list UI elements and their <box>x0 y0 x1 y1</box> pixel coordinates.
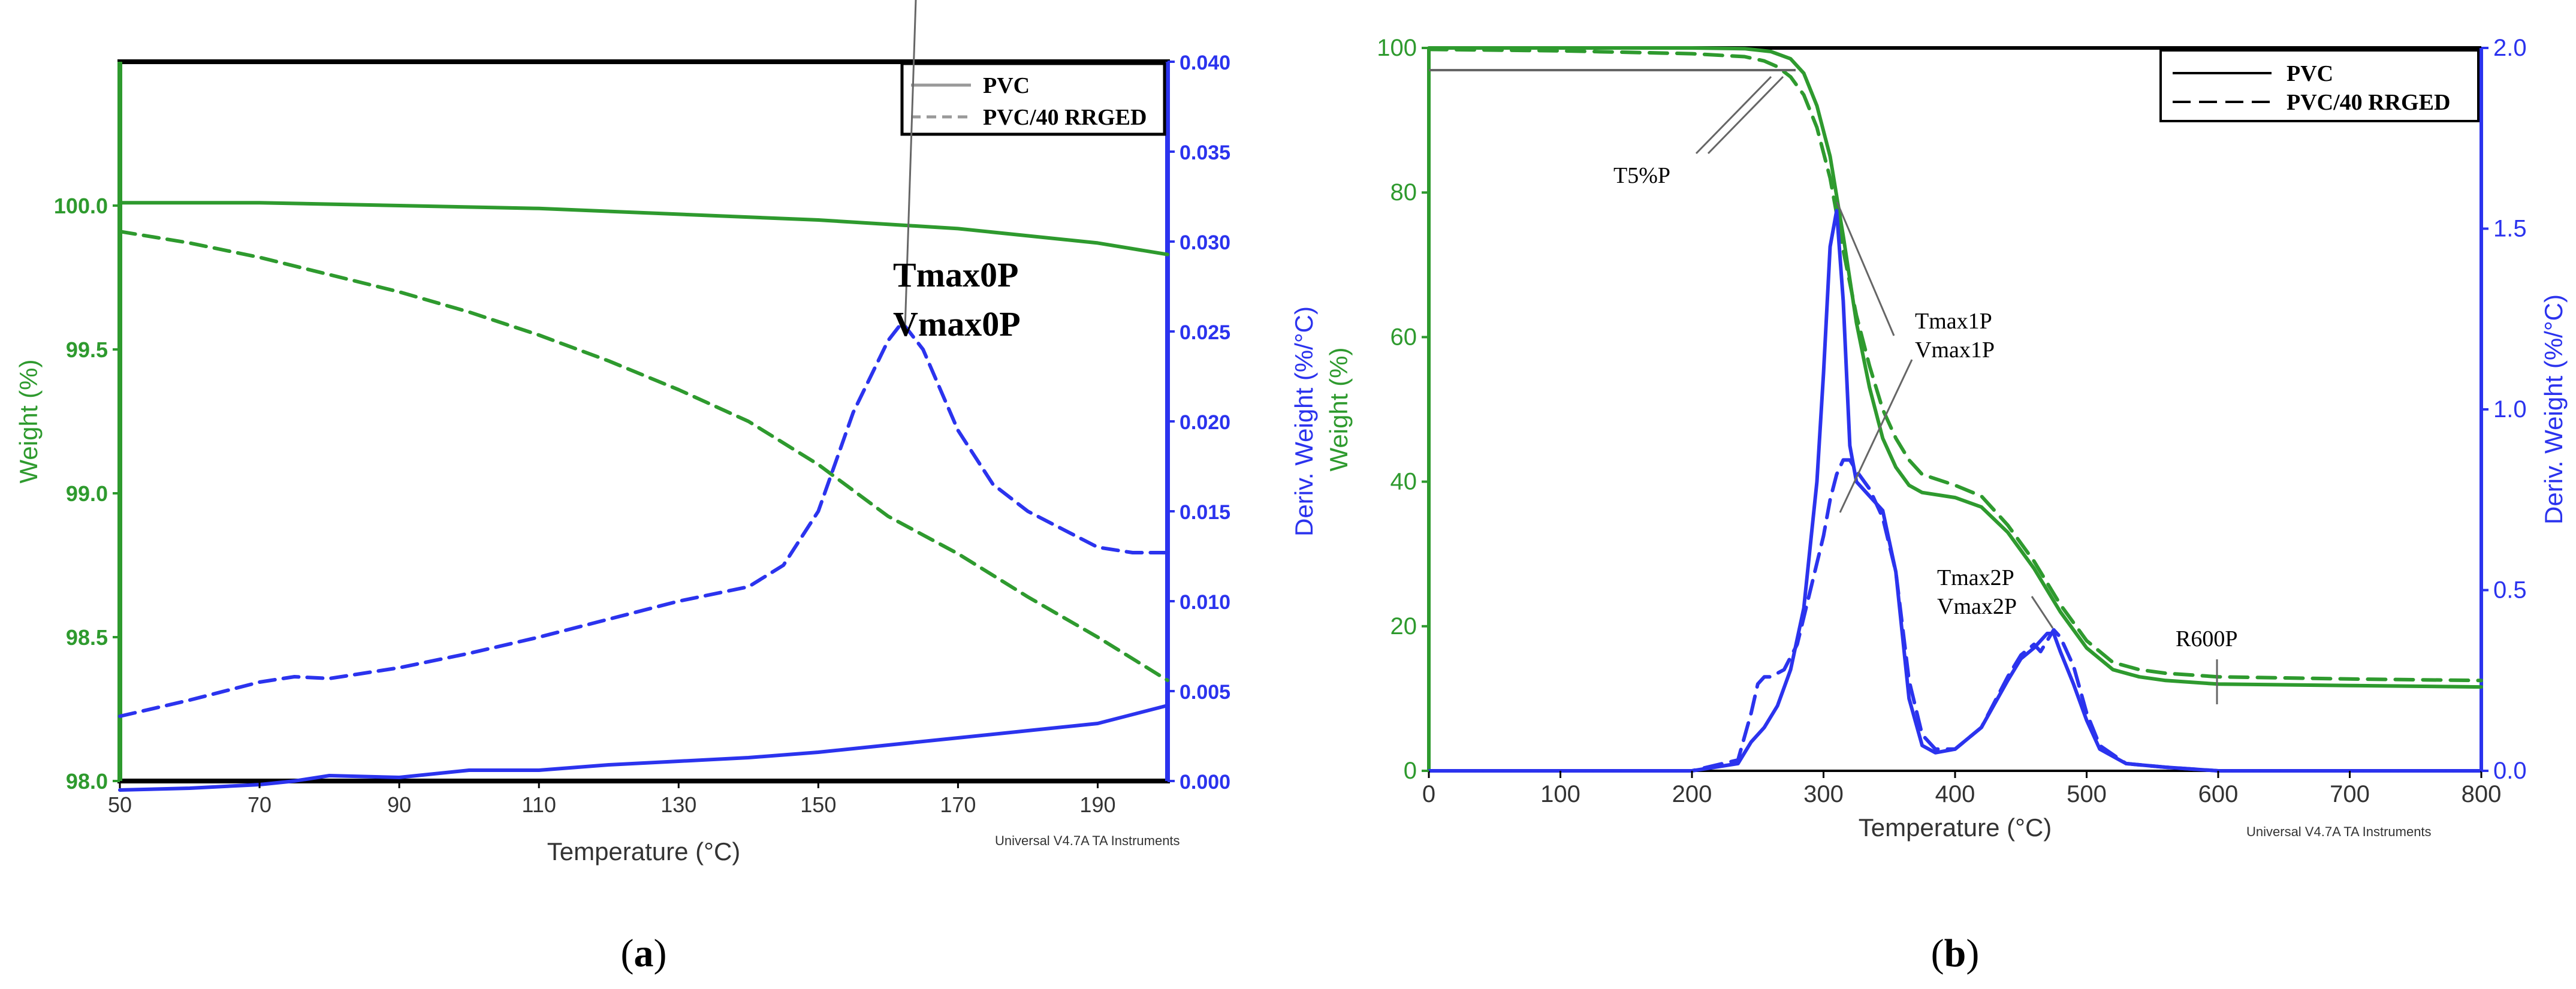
x-tick-label: 700 <box>2330 781 2370 807</box>
svg-text:(a): (a) <box>621 931 667 975</box>
legend: PVC PVC/40 RRGED <box>900 62 1166 136</box>
legend: PVC PVC/40 RRGED <box>2159 49 2480 122</box>
y-left-tick-label: 0 <box>1404 758 1417 784</box>
series-line-weight-pvc-40-rrged <box>118 230 1169 682</box>
series-line-deriv-pvc <box>118 704 1169 792</box>
annotation-tmax0p: Tmax0P Vmax0P <box>893 0 1021 343</box>
annotation-leader <box>2031 596 2054 629</box>
y-right-tick-label: 0.015 <box>1180 501 1230 524</box>
y-right-tick-label: 0.000 <box>1180 771 1230 794</box>
annotation-leader <box>904 0 917 329</box>
y-left-tick-label: 98.0 <box>66 769 108 794</box>
x-tick-label: 50 <box>108 792 132 817</box>
legend-label-pvc40: PVC/40 RRGED <box>2287 90 2450 115</box>
panel-label-letter: a <box>634 931 654 975</box>
annotation-r600p: R600P <box>2176 626 2237 704</box>
annotation-tmax2p-line1: Tmax2P <box>1937 565 2014 590</box>
y-axis-title-right: Deriv. Weight (%/°C) <box>1290 306 1318 536</box>
series-line-weight-pvc-40-rrged <box>1427 47 2483 683</box>
legend-label-pvc: PVC <box>983 73 1030 98</box>
legend-box <box>900 62 1166 136</box>
annotation-leader <box>1707 76 1784 155</box>
x-tick-label: 0 <box>1422 781 1435 807</box>
y-axis-title-right: Deriv. Weight (%/°C) <box>2539 294 2568 524</box>
y-left-tick-label: 99.0 <box>66 481 108 506</box>
x-axis-title: Temperature (°C) <box>547 837 741 866</box>
annotation-t5p-label: T5%P <box>1613 163 1670 188</box>
annotation-t5p: T5%P <box>1429 69 1796 188</box>
x-tick-label: 130 <box>660 792 696 817</box>
chart-panel-b: 0 100 200 300 400 500 600 700 800 0 20 40 60 80 100 0.0… <box>1325 35 2568 975</box>
annotation-leader <box>1836 201 1895 336</box>
x-tick-label: 110 <box>521 792 556 817</box>
y-left-tick-label: 40 <box>1390 469 1417 495</box>
x-tick-label: 800 <box>2462 781 2502 807</box>
series-line-deriv-pvc-40-rrged <box>118 321 1169 718</box>
x-tick-label: 600 <box>2198 781 2239 807</box>
plot-frame <box>117 59 1170 783</box>
annotation-tmax1p-line2: Vmax1P <box>1915 337 1995 363</box>
y-left-tick-label: 100.0 <box>54 194 108 218</box>
annotation-r600p-label: R600P <box>2176 626 2237 652</box>
chart-panel-a: 50 70 90 110 130 150 170 190 98.0 98.5 99.0 99.5 100… <box>14 0 1318 975</box>
y-right-tick-label: 0.5 <box>2493 577 2527 604</box>
x-axis-title: Temperature (°C) <box>1859 813 2052 842</box>
x-tick-label: 150 <box>800 792 836 817</box>
y-right-tick-label: 1.0 <box>2493 396 2527 423</box>
annotation-tmax0p-line2: Vmax0P <box>893 304 1021 343</box>
series-line-weight-pvc <box>1427 46 2483 689</box>
annotation-leader <box>1839 359 1913 513</box>
annotation-tmax0p-line1: Tmax0P <box>893 255 1018 294</box>
instrument-footer: Universal V4.7A TA Instruments <box>2246 824 2432 839</box>
y-left-tick-label: 60 <box>1390 324 1417 350</box>
y-left-tick-label: 80 <box>1390 179 1417 206</box>
x-tick-label: 100 <box>1540 781 1580 807</box>
legend-label-pvc40: PVC/40 RRGED <box>983 105 1147 130</box>
y-axis-title-left: Weight (%) <box>1325 348 1353 472</box>
annotation-tmax2p-line2: Vmax2P <box>1937 594 2017 619</box>
panel-label-open: ( <box>621 931 634 975</box>
panel-label-close: ) <box>1966 931 1979 975</box>
panel-label-b: (b) <box>1931 931 1980 975</box>
x-tick-label: 70 <box>248 792 272 817</box>
y-right-tick-label: 0.005 <box>1180 681 1230 704</box>
y-right-tick-label: 0.010 <box>1180 591 1230 614</box>
y-right-tick-label: 0.020 <box>1180 411 1230 434</box>
svg-text:(b): (b) <box>1931 931 1980 975</box>
x-tick-label: 500 <box>2067 781 2107 807</box>
x-tick-label: 400 <box>1935 781 1975 807</box>
y-right-tick-label: 0.040 <box>1180 52 1230 74</box>
x-tick-label: 200 <box>1672 781 1712 807</box>
annotation-tmax2p: Tmax2P Vmax2P <box>1937 565 2054 629</box>
instrument-footer: Universal V4.7A TA Instruments <box>995 833 1180 848</box>
x-tick-label: 190 <box>1079 792 1115 817</box>
y-right-tick-label: 0.035 <box>1180 141 1230 164</box>
y-right-tick-label: 0.030 <box>1180 231 1230 254</box>
y-right-tick-label: 0.0 <box>2493 758 2527 784</box>
y-left-tick-label: 20 <box>1390 613 1417 640</box>
y-right-tick-label: 1.5 <box>2493 216 2527 242</box>
legend-label-pvc: PVC <box>2287 61 2333 86</box>
y-left-tick-label: 99.5 <box>66 337 108 362</box>
panel-label-letter: b <box>1944 931 1966 975</box>
panel-label-close: ) <box>654 931 667 975</box>
x-tick-label: 170 <box>940 792 976 817</box>
annotation-tmax1p: Tmax1P Vmax1P <box>1836 201 1995 513</box>
x-tick-label: 300 <box>1803 781 1844 807</box>
y-left-tick-label: 100 <box>1377 35 1417 61</box>
panel-label-a: (a) <box>621 931 667 975</box>
annotation-tmax1p-line1: Tmax1P <box>1915 309 1992 334</box>
series-line-deriv-pvc-40-rrged <box>1427 458 2483 773</box>
x-tick-label: 90 <box>387 792 411 817</box>
y-left-tick-label: 98.5 <box>66 625 108 650</box>
annotation-leader <box>1695 76 1772 155</box>
y-right-tick-label: 2.0 <box>2493 35 2527 61</box>
panel-label-open: ( <box>1931 931 1944 975</box>
y-axis-title-left: Weight (%) <box>14 360 43 484</box>
series-line-weight-pvc <box>118 201 1169 257</box>
y-right-tick-label: 0.025 <box>1180 321 1230 344</box>
legend-box <box>2159 49 2480 122</box>
